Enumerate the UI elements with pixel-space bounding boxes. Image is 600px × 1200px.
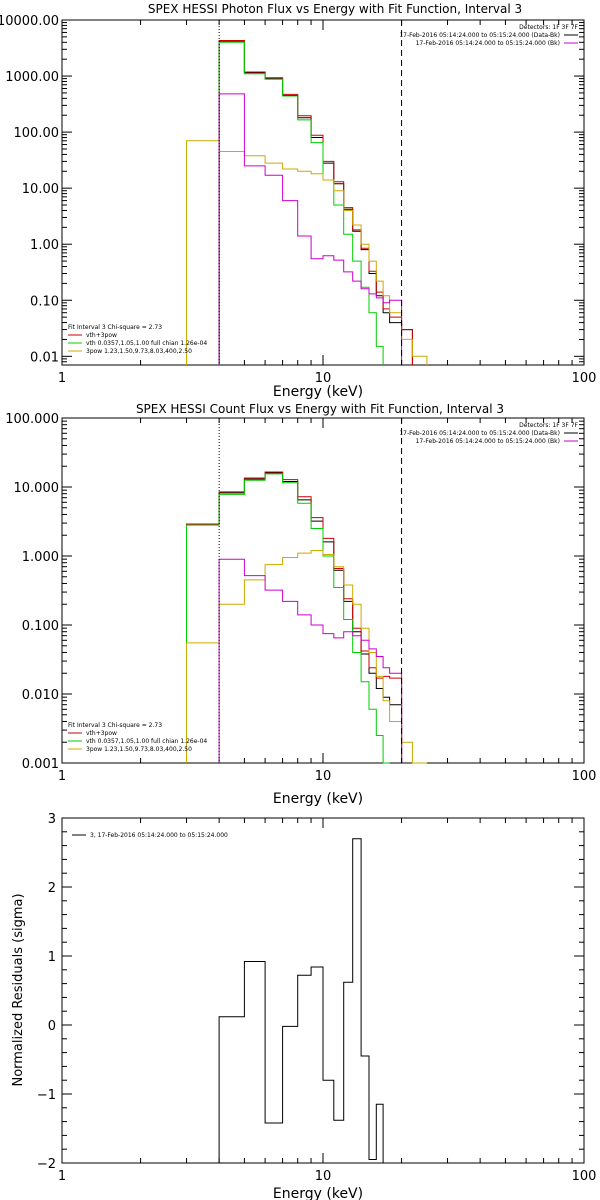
y-tick-label: 100.000: [5, 412, 59, 427]
series-line-vth-3pow: [186, 471, 403, 763]
series-line-3pow: [186, 550, 427, 764]
x-tick-label: 100: [572, 769, 597, 784]
x-tick-label: 100: [572, 1169, 597, 1184]
y-tick-label: 0.10: [30, 294, 59, 309]
legend-entry-text: vth 0.0357,1.05,1.00 full chian 1.26e-04: [86, 340, 207, 347]
series-line-3-17-feb-2016-05-14-24-000-to-: [218, 838, 384, 1163]
legend-entry-text: 17-Feb-2016 05:14:24.000 to 05:15:24.000…: [416, 438, 560, 445]
y-tick-label: 10000.00: [0, 14, 59, 29]
count-flux-title: SPEX HESSI Count Flux vs Energy with Fit…: [136, 402, 504, 416]
x-tick-label: 10: [315, 371, 332, 386]
photon-flux-plot-frame: [61, 19, 585, 366]
legend-entry-text: 17-Feb-2016 05:14:24.000 to 05:15:24.000…: [399, 32, 560, 39]
legend-detectors: Detectors: 1F 3F 7F: [519, 24, 578, 31]
series-line-bk: [218, 558, 403, 763]
y-tick-label: 2: [48, 881, 56, 896]
legend-fit-header: Fit Interval 3 Chi-square = 2.73: [68, 722, 162, 729]
legend-entry-text: vth+3pow: [86, 730, 117, 737]
y-tick-label: 10.00: [22, 182, 59, 197]
legend-entry-text: 3, 17-Feb-2016 05:14:24.000 to 05:15:24.…: [90, 832, 228, 839]
legend-entry-text: 17-Feb-2016 05:14:24.000 to 05:15:24.000…: [416, 40, 560, 47]
photon-flux-x-axis-label: Energy (keV): [273, 384, 363, 400]
y-tick-label: 0.100: [22, 619, 59, 634]
x-tick-label: 1: [58, 1169, 66, 1184]
y-tick-label: 1000.00: [5, 70, 59, 85]
y-tick-label: 1.000: [22, 550, 59, 565]
legend-fit-header: Fit Interval 3 Chi-square = 2.73: [68, 324, 162, 331]
y-tick-label: 0.010: [22, 688, 59, 703]
y-tick-label: 0.001: [22, 757, 59, 772]
photon-flux-title: SPEX HESSI Photon Flux vs Energy with Fi…: [148, 2, 522, 16]
legend-entry-text: 17-Feb-2016 05:14:24.000 to 05:15:24.000…: [399, 430, 560, 437]
y-tick-label: 0: [48, 1019, 56, 1034]
residuals-y-axis-label: Normalized Residuals (sigma): [11, 893, 26, 1086]
x-tick-label: 1: [58, 371, 66, 386]
y-tick-label: −1: [37, 1088, 56, 1103]
series-line-data-bk: [218, 40, 413, 365]
y-tick-label: 100.00: [14, 126, 60, 141]
legend-entry-text: vth+3pow: [86, 332, 117, 339]
x-tick-label: 10: [315, 769, 332, 784]
y-tick-label: 0.01: [30, 350, 59, 365]
series-line-bk: [218, 93, 403, 365]
y-tick-label: 1: [48, 950, 56, 965]
series-line-vth-3pow: [218, 40, 413, 365]
photon-flux-panel: SPEX HESSI Photon Flux vs Energy with Fi…: [0, 2, 596, 400]
x-tick-label: 1: [58, 769, 66, 784]
legend-entry-text: 3pow 1.23,1.50,9.73,8.03,400,2.50: [86, 348, 192, 355]
series-line-vth: [186, 473, 390, 764]
x-tick-label: 100: [572, 371, 597, 386]
count-flux-panel: SPEX HESSI Count Flux vs Energy with Fit…: [5, 402, 596, 807]
count-flux-x-axis-label: Energy (keV): [273, 791, 363, 807]
legend-entry-text: 3pow 1.23,1.50,9.73,8.03,400,2.50: [86, 746, 192, 753]
x-tick-label: 10: [315, 1169, 332, 1184]
legend-detectors: Detectors: 1F 3F 7F: [519, 422, 578, 429]
y-tick-label: −2: [37, 1157, 56, 1172]
series-line-3pow: [186, 140, 428, 365]
series-line-vth: [218, 41, 384, 365]
y-tick-label: 3: [48, 812, 56, 827]
y-tick-label: 1.00: [30, 238, 59, 253]
legend-entry-text: vth 0.0357,1.05,1.00 full chian 1.26e-04: [86, 738, 207, 745]
residuals-x-axis-label: Energy (keV): [273, 1186, 363, 1200]
count-flux-plot-frame: [61, 417, 585, 764]
y-tick-label: 10.000: [14, 481, 60, 496]
